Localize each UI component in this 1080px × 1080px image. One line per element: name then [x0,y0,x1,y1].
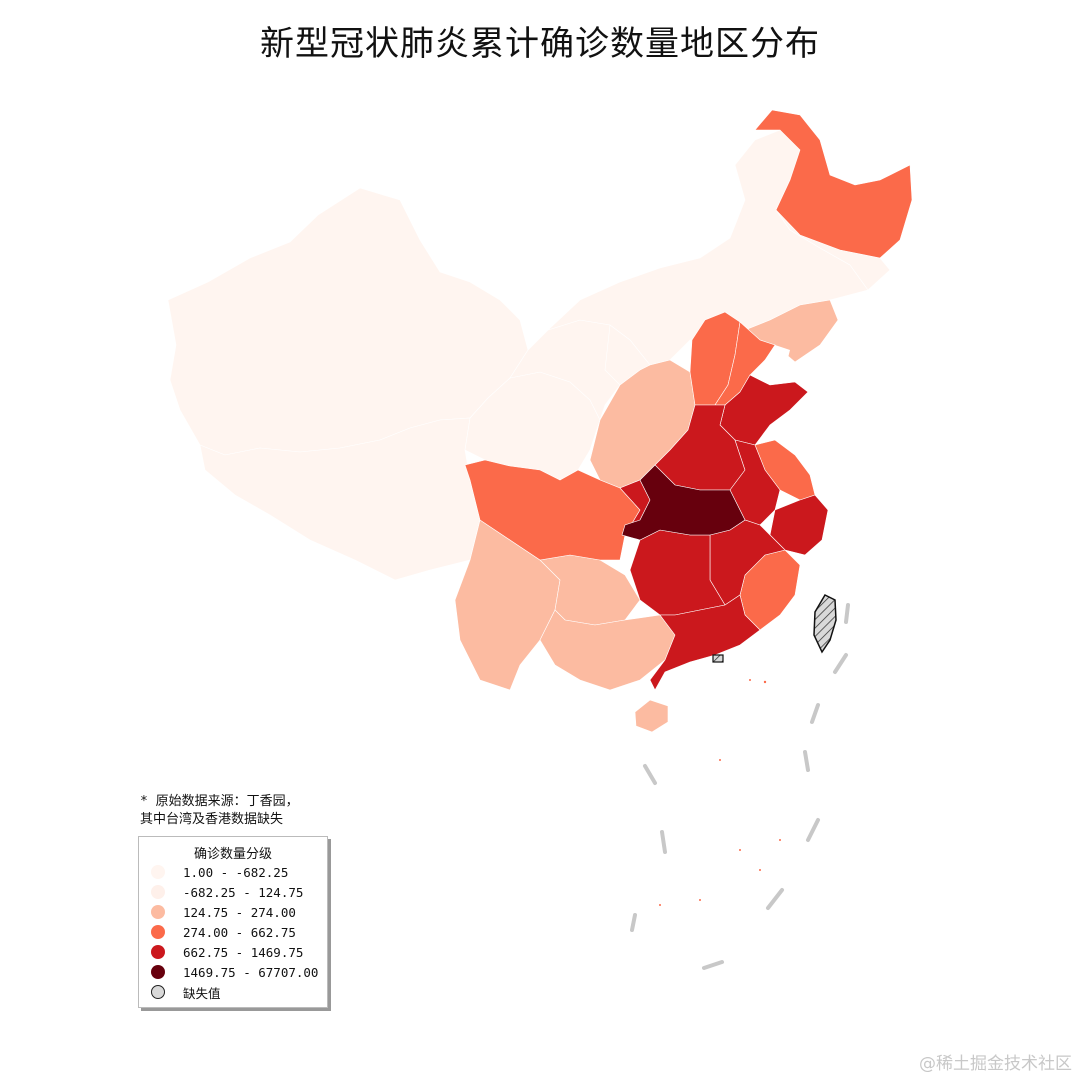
legend-items: 1.00 - -682.25 -682.25 - 124.75 124.75 - 2… [139,862,327,1002]
data-source-note: * 原始数据来源：丁香园， 其中台湾及香港数据缺失 [140,794,299,827]
legend-label: 1469.75 - 67707.00 [183,964,319,980]
legend-swatch [151,945,165,959]
province-hainan[interactable] [634,699,669,733]
legend-item: 1.00 - -682.25 [139,862,327,882]
legend-label: -682.25 - 124.75 [183,884,304,900]
bohai-sea [750,345,790,385]
legend-item: -682.25 - 124.75 [139,882,327,902]
legend-label: 1.00 - -682.25 [183,864,289,880]
map-title: 新型冠状肺炎累计确诊数量地区分布 [260,24,820,64]
hongkong-missing-data[interactable] [712,654,724,663]
legend-swatch [151,865,165,879]
province-anhui[interactable] [729,439,781,526]
nine-dash-line [630,603,850,970]
legend-swatch [151,985,165,999]
legend: 确诊数量分级 1.00 - -682.25 -682.25 - 124.75 124… [138,836,328,1008]
legend-label: 缺失值 [183,985,221,1001]
province-heilongjiang[interactable] [754,109,913,259]
legend-item: 1469.75 - 67707.00 [139,962,327,982]
legend-label: 124.75 - 274.00 [183,904,296,920]
province-hubei[interactable] [621,464,746,541]
legend-item: 缺失值 [139,982,327,1002]
legend-swatch [151,925,165,939]
legend-swatch [151,885,165,899]
legend-item: 274.00 - 662.75 [139,922,327,942]
legend-swatch [151,965,165,979]
legend-title: 确诊数量分级 [193,847,272,862]
legend-swatch [151,905,165,919]
province-guangdong[interactable] [649,594,761,691]
legend-label: 662.75 - 1469.75 [183,944,304,960]
watermark: @稀土掘金技术社区 [919,1054,1072,1074]
legend-item: 124.75 - 274.00 [139,902,327,922]
south-sea-islands [659,679,781,906]
legend-label: 274.00 - 662.75 [183,924,296,940]
legend-item: 662.75 - 1469.75 [139,942,327,962]
taiwan-missing-data[interactable] [813,594,837,654]
